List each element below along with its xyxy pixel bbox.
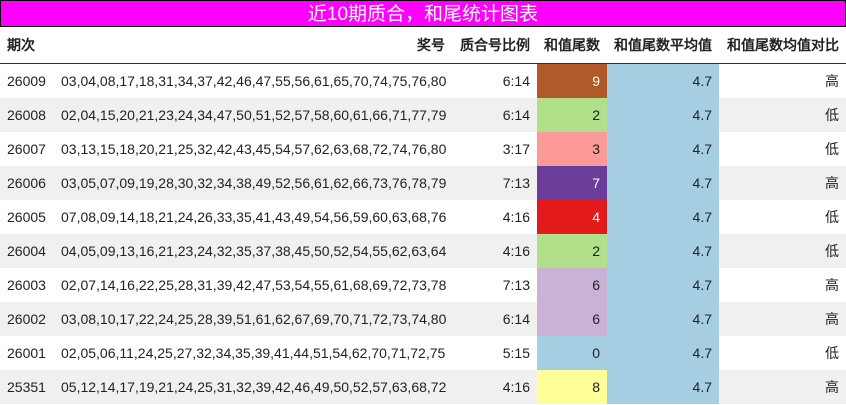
avg-cell: 4.7: [607, 132, 719, 166]
numbers-cell: 02,04,15,20,21,23,24,34,47,50,51,52,57,5…: [55, 98, 452, 132]
header-tail: 和值尾数: [537, 27, 607, 64]
header-ratio: 质合号比例: [452, 27, 537, 64]
table-row: 26005 07,08,09,14,18,21,24,26,33,35,41,43…: [0, 200, 846, 234]
tail-cell: 9: [537, 63, 607, 98]
compare-cell: 低: [719, 98, 846, 132]
numbers-cell: 03,13,15,18,20,21,25,32,42,43,45,54,57,6…: [61, 141, 447, 157]
period-cell: 26001: [7, 345, 46, 361]
table-row: 26001 02,05,06,11,24,25,27,32,34,35,39,41…: [0, 336, 846, 370]
period-cell: 26004: [0, 234, 55, 268]
header-compare: 和值尾数均值对比: [719, 27, 846, 64]
period-cell: 25351: [0, 370, 55, 404]
ratio-cell: 6:14: [452, 302, 537, 336]
compare-cell: 高: [825, 73, 839, 89]
avg-cell: 4.7: [607, 370, 719, 404]
numbers-cell: 03,08,10,17,22,24,25,28,39,51,61,62,67,6…: [55, 302, 452, 336]
avg-cell: 4.7: [607, 98, 719, 132]
compare-cell: 高: [825, 277, 839, 293]
avg-cell: 4.7: [607, 234, 719, 268]
numbers-cell: 03,05,07,09,19,28,30,32,34,38,49,52,56,6…: [55, 166, 452, 200]
numbers-cell: 04,05,09,13,16,21,23,24,32,35,37,38,45,5…: [55, 234, 452, 268]
numbers-cell: 05,12,14,17,19,21,24,25,31,32,39,42,46,4…: [55, 370, 452, 404]
period-cell: 26006: [0, 166, 55, 200]
header-numbers: 奖号: [55, 27, 452, 64]
tail-cell: 7: [537, 166, 607, 200]
table-row: 26007 03,13,15,18,20,21,25,32,42,43,45,54…: [0, 132, 846, 166]
period-cell: 26002: [0, 302, 55, 336]
avg-cell: 4.7: [607, 268, 719, 302]
avg-cell: 4.7: [607, 200, 719, 234]
period-cell: 26007: [7, 141, 46, 157]
compare-cell: 低: [825, 141, 839, 157]
period-cell: 26003: [7, 277, 46, 293]
table-row: 26008 02,04,15,20,21,23,24,34,47,50,51,52…: [0, 98, 846, 132]
tail-cell: 6: [537, 302, 607, 336]
numbers-cell: 02,05,06,11,24,25,27,32,34,35,39,41,44,5…: [61, 345, 446, 361]
table-row: 26002 03,08,10,17,22,24,25,28,39,51,61,62…: [0, 302, 846, 336]
tail-cell: 8: [537, 370, 607, 404]
numbers-cell: 02,07,14,16,22,25,28,31,39,42,47,53,54,5…: [61, 277, 447, 293]
compare-cell: 高: [719, 370, 846, 404]
tail-cell: 4: [537, 200, 607, 234]
header-row: 期次 奖号 质合号比例 和值尾数 和值尾数平均值 和值尾数均值对比: [0, 27, 846, 64]
stats-table: 期次 奖号 质合号比例 和值尾数 和值尾数平均值 和值尾数均值对比 26009 0…: [0, 27, 846, 404]
table-row: 26004 04,05,09,13,16,21,23,24,32,35,37,38…: [0, 234, 846, 268]
tail-cell: 3: [537, 132, 607, 166]
tail-cell: 6: [537, 268, 607, 302]
compare-cell: 低: [825, 209, 839, 225]
avg-cell: 4.7: [607, 63, 719, 98]
header-period: 期次: [0, 27, 55, 64]
ratio-cell: 4:16: [452, 370, 537, 404]
ratio-cell: 4:16: [452, 234, 537, 268]
ratio-cell: 6:14: [452, 98, 537, 132]
avg-cell: 4.7: [607, 336, 719, 370]
ratio-cell: 7:13: [452, 166, 537, 200]
period-cell: 26009: [7, 73, 46, 89]
ratio-cell: 5:15: [502, 345, 530, 361]
avg-cell: 4.7: [607, 302, 719, 336]
header-avg: 和值尾数平均值: [607, 27, 719, 64]
tail-cell: 2: [537, 234, 607, 268]
compare-cell: 高: [719, 166, 846, 200]
table-row: 25351 05,12,14,17,19,21,24,25,31,32,39,42…: [0, 370, 846, 404]
avg-cell: 4.7: [607, 166, 719, 200]
table-row: 26009 03,04,08,17,18,31,34,37,42,46,47,55…: [0, 63, 846, 98]
tail-cell: 0: [537, 336, 607, 370]
table-row: 26006 03,05,07,09,19,28,30,32,34,38,49,52…: [0, 166, 846, 200]
numbers-cell: 03,04,08,17,18,31,34,37,42,46,47,55,56,6…: [61, 73, 447, 89]
ratio-cell: 7:13: [502, 277, 530, 293]
compare-cell: 低: [719, 234, 846, 268]
compare-cell: 低: [825, 345, 839, 361]
ratio-cell: 6:14: [502, 73, 530, 89]
numbers-cell: 07,08,09,14,18,21,24,26,33,35,41,43,49,5…: [61, 209, 447, 225]
chart-title: 近10期质合，和尾统计图表: [0, 0, 846, 27]
table-row: 26003 02,07,14,16,22,25,28,31,39,42,47,53…: [0, 268, 846, 302]
period-cell: 26005: [7, 209, 46, 225]
compare-cell: 高: [719, 302, 846, 336]
period-cell: 26008: [0, 98, 55, 132]
ratio-cell: 4:16: [502, 209, 530, 225]
tail-cell: 2: [537, 98, 607, 132]
ratio-cell: 3:17: [502, 141, 530, 157]
